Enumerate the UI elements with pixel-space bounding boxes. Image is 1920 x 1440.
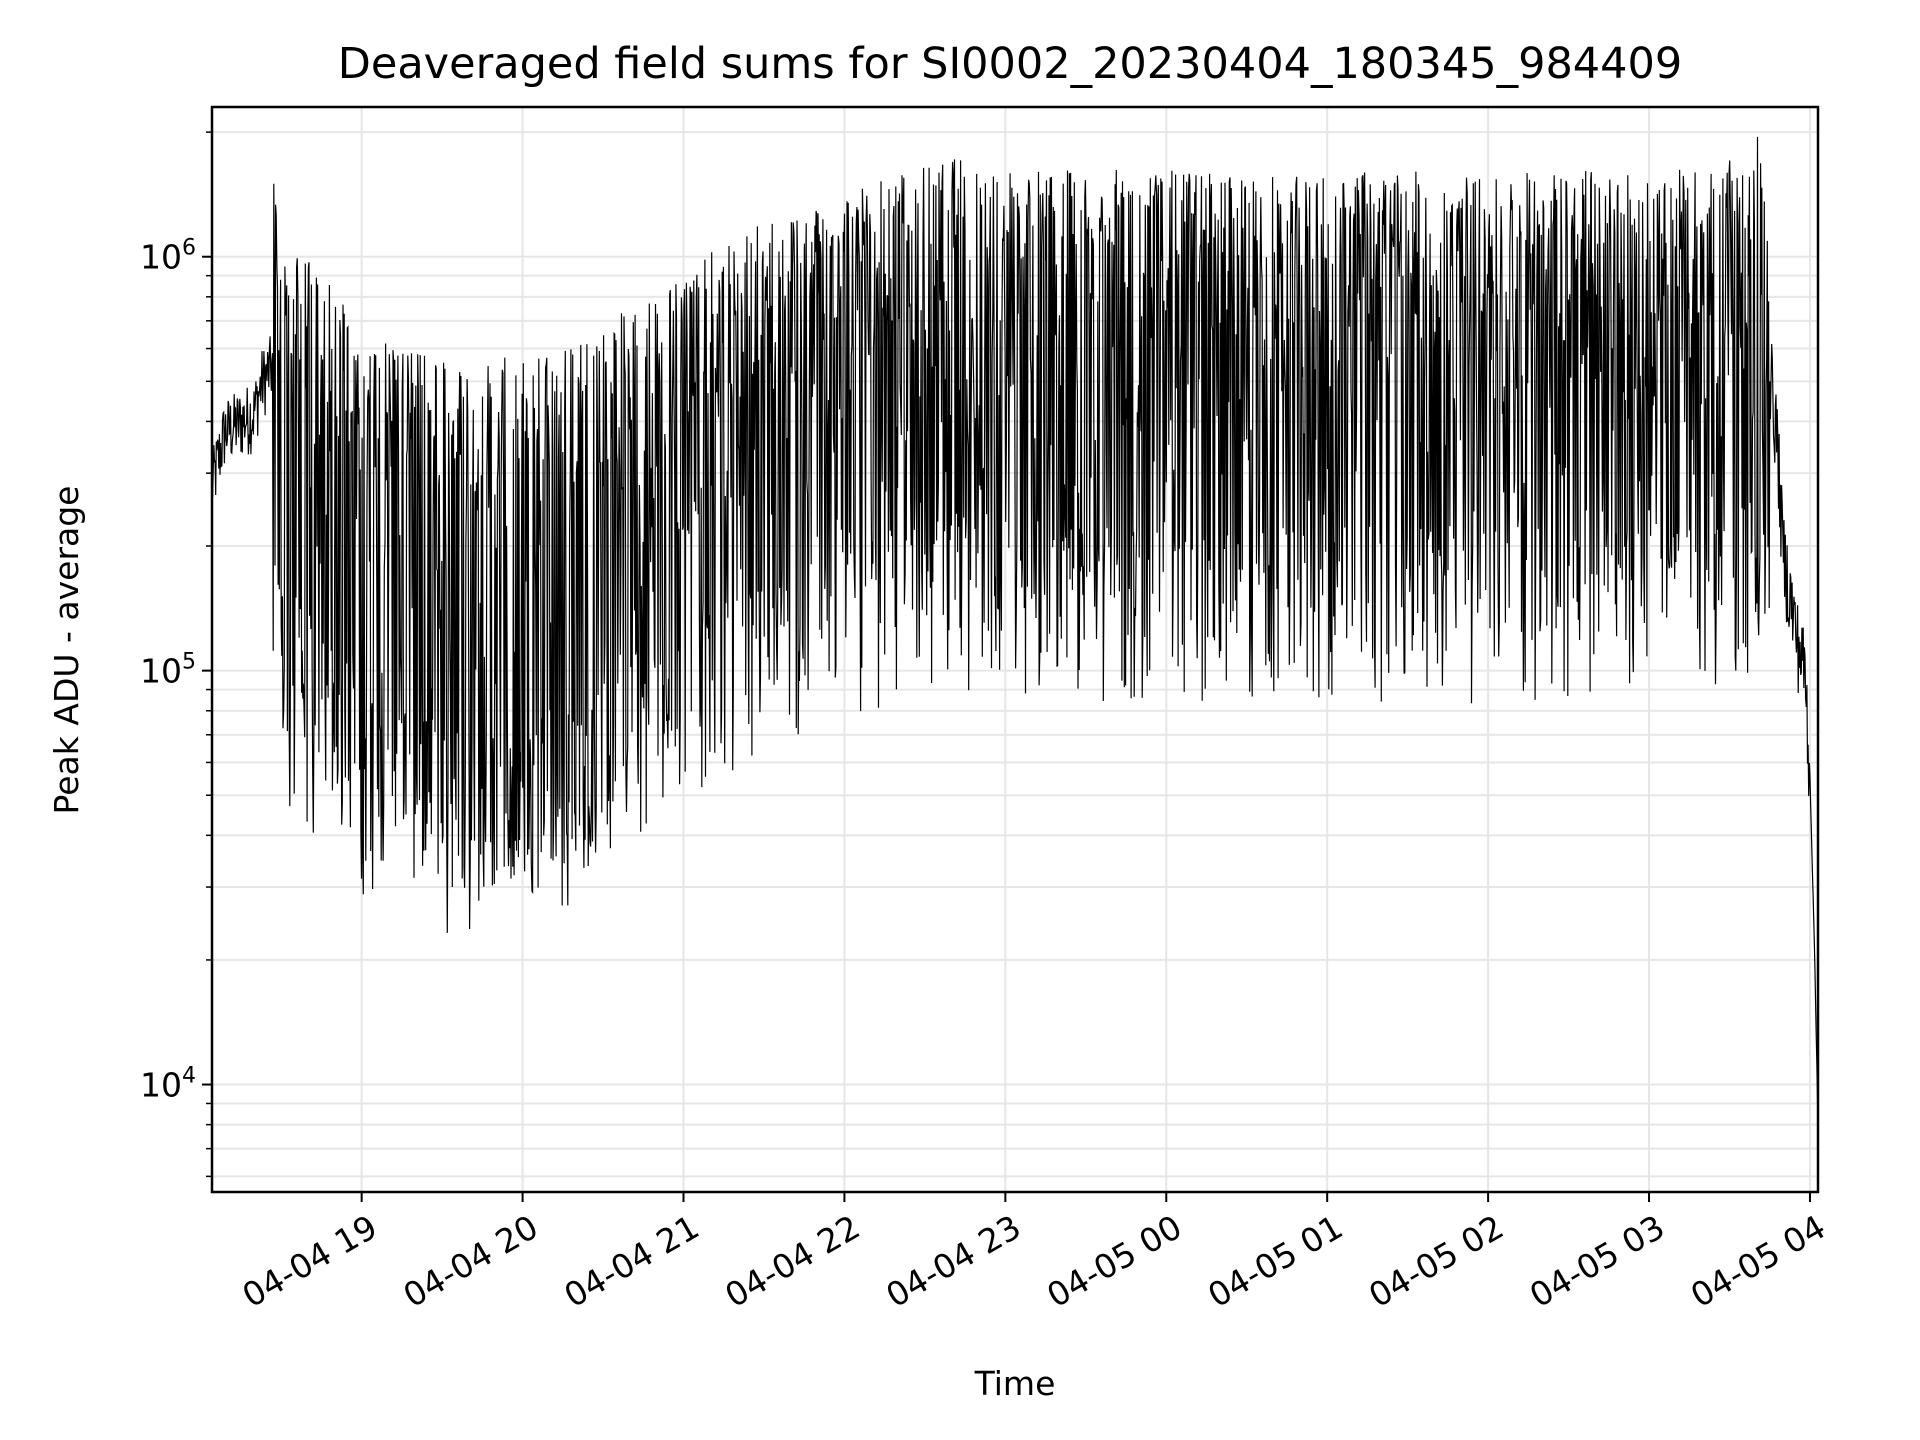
- x-axis-label: Time: [974, 1364, 1056, 1403]
- y-tick-label: 105: [140, 650, 196, 691]
- x-tick-label: 04-05 00: [1040, 1207, 1188, 1315]
- x-tick-label: 04-04 20: [397, 1207, 545, 1315]
- data-series: [211, 136, 1819, 1125]
- y-tick-label: 106: [140, 236, 196, 277]
- x-tick-label: 04-04 23: [879, 1207, 1027, 1315]
- x-tick-label: 04-05 01: [1201, 1207, 1349, 1315]
- x-tick-label: 04-05 02: [1362, 1207, 1510, 1315]
- x-tick-label: 04-04 21: [558, 1207, 706, 1315]
- plot-frame: [210, 105, 1820, 1194]
- x-tick-label: 04-05 03: [1523, 1207, 1671, 1315]
- y-tick-label: 104: [140, 1064, 196, 1105]
- x-tick-label: 04-04 19: [236, 1207, 384, 1315]
- x-tick-label: 04-05 04: [1684, 1207, 1832, 1315]
- y-ticks: 104 105 106: [140, 131, 212, 1178]
- chart-title: Deaveraged field sums for SI0002_2023040…: [338, 39, 1683, 89]
- data-line: [211, 136, 1819, 1125]
- y-axis-label: Peak ADU - average: [47, 486, 86, 815]
- x-ticks: 04-04 19 04-04 20 04-04 21 04-04 22 04-04 23…: [236, 1192, 1832, 1315]
- x-tick-label: 04-04 22: [718, 1207, 866, 1315]
